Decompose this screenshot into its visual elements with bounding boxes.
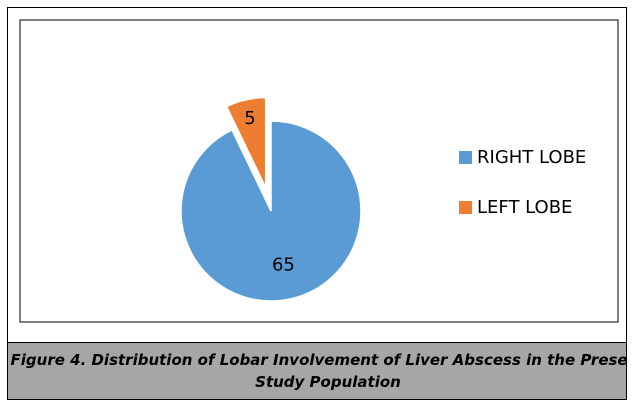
pie-slice	[180, 120, 362, 302]
legend-swatch	[459, 201, 472, 214]
chart: 65 5 RIGHT LOBE LEFT LOBE	[19, 19, 619, 323]
figure: 65 5 RIGHT LOBE LEFT LOBE Figure 4. Distrib…	[7, 7, 627, 400]
legend-swatch	[459, 151, 472, 164]
caption-box: Figure 4. Distribution of Lobar Involvem…	[8, 342, 627, 399]
legend-label: RIGHT LOBE	[477, 147, 586, 168]
caption: Figure 4. Distribution of Lobar Involvem…	[10, 351, 627, 391]
data-label: 5	[244, 108, 255, 129]
legend-label: LEFT LOBE	[477, 197, 572, 218]
pie-slice	[225, 96, 267, 188]
data-label: 65	[272, 254, 295, 275]
